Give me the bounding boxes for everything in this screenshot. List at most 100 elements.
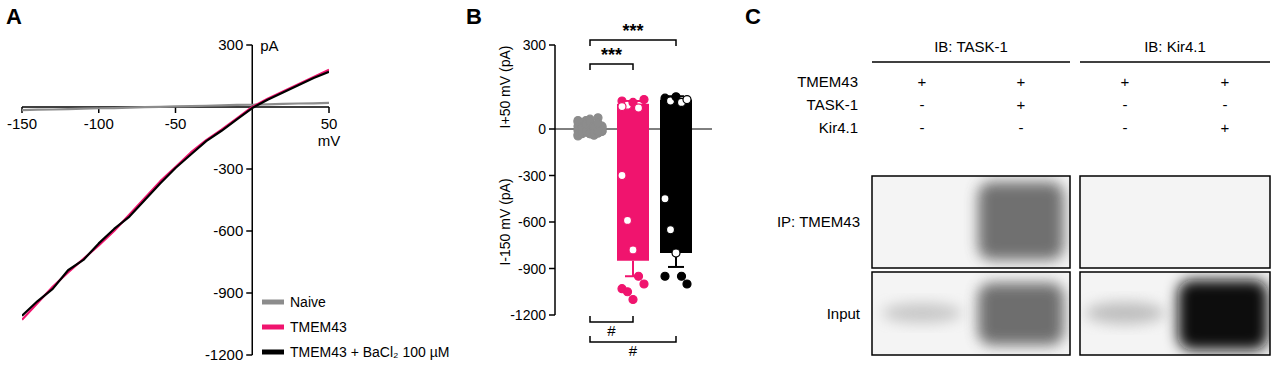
- band: [1085, 302, 1165, 324]
- significance: ***: [590, 21, 676, 46]
- y-axis-label: pA: [260, 37, 278, 54]
- significance-label: ***: [601, 45, 622, 65]
- x-tick-label: -100: [84, 115, 114, 132]
- lane-sign: +: [1121, 73, 1130, 90]
- y-axis-label: I+50 mV (pA): [497, 46, 513, 129]
- y-tick: [549, 128, 555, 130]
- significance: #: [590, 336, 676, 359]
- data-point: [635, 104, 643, 112]
- blot-frame: [1080, 176, 1270, 268]
- legend-swatch: [262, 350, 284, 355]
- data-point: [594, 129, 602, 135]
- significance: #: [590, 316, 633, 339]
- y-tick-label: -300: [518, 168, 546, 184]
- data-point: [629, 246, 637, 254]
- data-point: [683, 280, 691, 288]
- data-point: [629, 296, 637, 304]
- legend-swatch: [262, 325, 284, 330]
- y-axis: [252, 45, 254, 355]
- lane-sign: -: [920, 119, 925, 136]
- y-axis: [554, 45, 556, 315]
- x-axis-label: mV: [318, 132, 341, 149]
- significance-label: #: [629, 342, 638, 359]
- blot-row-label: Input: [827, 305, 861, 322]
- header-underline: [1080, 61, 1270, 63]
- blot-background: [872, 272, 1070, 355]
- data-point: [683, 96, 691, 104]
- significance-label: #: [607, 322, 616, 339]
- x-tick-label: 50: [321, 115, 338, 132]
- legend-swatch: [262, 300, 284, 305]
- lane-sign: +: [1221, 119, 1230, 136]
- data-point: [640, 280, 648, 288]
- blot-row-label: IP: TMEM43: [777, 213, 860, 230]
- lane-sign: -: [1123, 119, 1128, 136]
- y-tick: [549, 44, 555, 46]
- panel-c: CIB: TASK-1IB: Kir4.1TMEM43++++TASK-1-+-…: [745, 4, 1270, 355]
- data-point: [640, 96, 648, 104]
- figure: A-150-100-5050300-300-600-900-1200mVpANa…: [0, 0, 1280, 365]
- y-tick-label: -300: [213, 160, 243, 177]
- y-tick: [246, 230, 252, 232]
- data-point: [594, 119, 602, 127]
- x-tick: [328, 107, 330, 113]
- blot-image: [1080, 176, 1270, 268]
- blot-frame: [872, 272, 1070, 355]
- y-tick-label: -600: [213, 222, 243, 239]
- legend-label: TMEM43: [290, 319, 347, 335]
- panel-a: A-150-100-5050300-300-600-900-1200mVpANa…: [6, 4, 449, 363]
- lane-sign: -: [1019, 119, 1024, 136]
- blot-background: [872, 176, 1070, 268]
- data-point: [661, 272, 669, 280]
- data-point: [618, 172, 626, 180]
- lane-sign: -: [920, 96, 925, 113]
- y-tick-label: 0: [538, 121, 546, 137]
- error-cap: [668, 266, 684, 268]
- lane-sign: +: [1221, 73, 1230, 90]
- data-point: [594, 119, 602, 127]
- iv-trace: [22, 70, 329, 320]
- plot-area: [22, 70, 329, 320]
- data-point: [618, 103, 626, 111]
- y-tick: [549, 221, 555, 223]
- blot-header: IB: TASK-1: [934, 38, 1008, 55]
- y-tick-label: -600: [518, 214, 546, 230]
- data-point: [574, 117, 582, 125]
- blot-frame: [872, 176, 1070, 268]
- blot-background: [1080, 176, 1270, 268]
- y-tick-label: -900: [213, 284, 243, 301]
- blot-image: [872, 176, 1070, 268]
- data-point: [667, 226, 675, 234]
- band: [882, 303, 962, 323]
- header-underline: [872, 61, 1070, 63]
- y-tick: [549, 175, 555, 177]
- y-tick-label: -900: [518, 261, 546, 277]
- bar-group: [574, 93, 692, 129]
- bar: [660, 129, 692, 253]
- band: [978, 283, 1064, 345]
- blot-header: IB: Kir4.1: [1144, 38, 1206, 55]
- significance-label: ***: [622, 21, 643, 41]
- row-label: Kir4.1: [819, 119, 858, 136]
- significance: ***: [590, 45, 633, 70]
- lane-sign: -: [1123, 96, 1128, 113]
- x-tick: [175, 107, 177, 113]
- y-tick: [549, 268, 555, 270]
- x-tick-label: -50: [165, 115, 187, 132]
- blot-image: [1080, 272, 1270, 355]
- row-label: TMEM43: [797, 73, 858, 90]
- iv-trace: [22, 103, 329, 110]
- y-tick: [549, 314, 555, 316]
- data-point: [624, 216, 632, 224]
- x-tick-label: -150: [7, 115, 37, 132]
- lane-sign: +: [1017, 96, 1026, 113]
- data-point: [635, 272, 643, 280]
- legend-label: TMEM43 + BaCl₂ 100 µM: [290, 344, 449, 360]
- lane-sign: -: [1223, 96, 1228, 113]
- panel-letter: B: [466, 4, 482, 29]
- y-tick-label: -1200: [205, 346, 243, 363]
- blot-frame: [1080, 272, 1270, 355]
- panel-letter: A: [6, 4, 22, 29]
- legend: NaiveTMEM43TMEM43 + BaCl₂ 100 µM: [262, 294, 449, 360]
- y-tick: [246, 44, 252, 46]
